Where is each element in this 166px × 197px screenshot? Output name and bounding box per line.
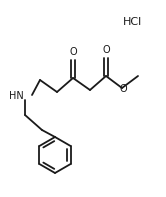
Text: O: O [69, 47, 77, 57]
Text: HN: HN [9, 91, 24, 101]
Text: O: O [102, 45, 110, 55]
Text: HCl: HCl [123, 17, 143, 27]
Text: O: O [119, 84, 127, 94]
